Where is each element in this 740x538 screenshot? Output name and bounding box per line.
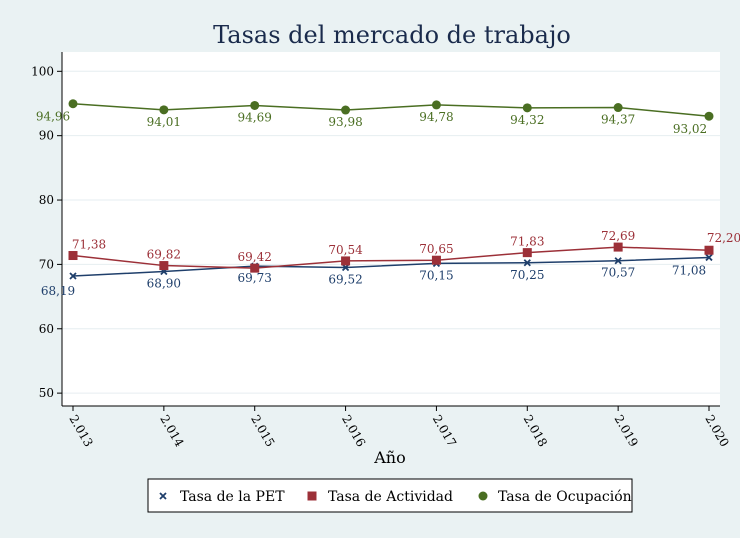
series-group: 71,38 69,82 69,42 70,54 70,65 71,83 72,69 72,20 — [68, 229, 740, 273]
data-point — [341, 256, 351, 266]
data-label: 93,02 — [673, 122, 707, 136]
data-point — [523, 259, 531, 267]
data-label: 94,37 — [601, 113, 635, 127]
x-tick-label: 2.013 — [66, 413, 95, 450]
data-point — [68, 99, 78, 109]
chart-title: Tasas del mercado de trabajo — [213, 21, 571, 49]
data-point — [704, 245, 714, 255]
data-label: 71,08 — [672, 263, 706, 277]
data-label: 72,69 — [601, 229, 635, 243]
y-tick-label: 90 — [39, 129, 54, 143]
y-ticks: 50 60 70 80 90 100 — [31, 64, 62, 400]
data-point — [522, 103, 532, 113]
y-tick-label: 100 — [31, 64, 54, 78]
data-label: 70,25 — [510, 268, 544, 282]
data-label: 69,52 — [328, 272, 362, 286]
data-point — [341, 263, 350, 272]
legend-item: Tasa de Ocupación — [478, 489, 632, 505]
grid-lines — [62, 70, 720, 394]
x-tick-label: 2.016 — [339, 413, 368, 450]
series-layer: 68,19 68,90 69,73 69,52 70,15 70,25 70,57 71,08… — [36, 99, 740, 298]
data-point — [613, 103, 623, 113]
legend-label: Tasa de Ocupación — [498, 489, 632, 505]
series-line — [72, 256, 710, 277]
data-label: 93,98 — [328, 115, 362, 129]
y-tick-label: 50 — [39, 386, 54, 400]
data-point — [250, 100, 260, 110]
data-label: 69,42 — [238, 250, 272, 264]
data-point — [307, 491, 317, 501]
data-point — [159, 492, 167, 500]
y-tick-label: 60 — [39, 322, 54, 336]
data-label: 69,73 — [238, 271, 272, 285]
data-label: 68,90 — [147, 276, 181, 290]
data-label: 70,65 — [419, 242, 453, 256]
data-point — [159, 105, 169, 115]
legend: Tasa de la PET Tasa de Actividad Tasa de O… — [147, 478, 633, 513]
x-ticks: 2.013 2.014 2.015 2.016 2.017 2.018 2.019 2.020 — [66, 406, 732, 450]
data-label: 94,01 — [147, 115, 181, 129]
x-tick-label: 2.014 — [157, 413, 186, 450]
legend-item: Tasa de Actividad — [307, 489, 453, 505]
data-point — [614, 257, 622, 265]
x-axis-label: Año — [373, 448, 406, 467]
data-label: 68,19 — [41, 284, 75, 298]
data-point — [341, 105, 351, 115]
legend-label: Tasa de Actividad — [328, 489, 453, 505]
x-tick-label: 2.018 — [521, 413, 550, 450]
data-point — [522, 248, 532, 258]
data-point — [250, 263, 260, 273]
plot-area — [62, 52, 720, 406]
data-point — [431, 255, 441, 265]
data-label: 94,32 — [510, 113, 544, 127]
x-tick-label: 2.020 — [702, 413, 731, 450]
data-point — [705, 253, 713, 262]
data-label: 69,82 — [147, 248, 181, 262]
data-point — [704, 111, 714, 121]
data-point — [68, 251, 78, 261]
data-point — [69, 272, 77, 280]
legend-item: Tasa de la PET — [159, 489, 285, 505]
data-label: 94,78 — [419, 110, 453, 124]
x-tick-label: 2.017 — [430, 413, 459, 450]
series-group: 94,96 94,01 94,69 93,98 94,78 94,32 94,37 93,02 — [36, 99, 714, 136]
legend-label: Tasa de la PET — [180, 489, 285, 505]
data-point — [159, 261, 169, 271]
data-label: 70,15 — [419, 268, 453, 282]
data-label: 94,96 — [36, 110, 70, 124]
x-tick-label: 2.019 — [612, 413, 641, 450]
series-group: 68,19 68,90 69,73 69,52 70,15 70,25 70,57 71,08 — [41, 253, 713, 298]
data-point — [613, 242, 623, 252]
y-tick-label: 80 — [39, 193, 54, 207]
data-label: 70,54 — [328, 243, 363, 257]
y-tick-label: 70 — [39, 257, 54, 271]
data-label: 71,83 — [510, 235, 544, 249]
data-label: 94,69 — [238, 110, 272, 124]
data-label: 72,20 — [707, 231, 740, 245]
data-point — [478, 491, 488, 501]
data-point — [431, 100, 441, 110]
x-tick-label: 2.015 — [248, 413, 277, 450]
legend-box — [147, 478, 633, 513]
series-line — [72, 246, 710, 269]
series-line — [72, 103, 710, 117]
data-label: 70,57 — [601, 266, 635, 280]
data-label: 71,38 — [72, 238, 106, 252]
